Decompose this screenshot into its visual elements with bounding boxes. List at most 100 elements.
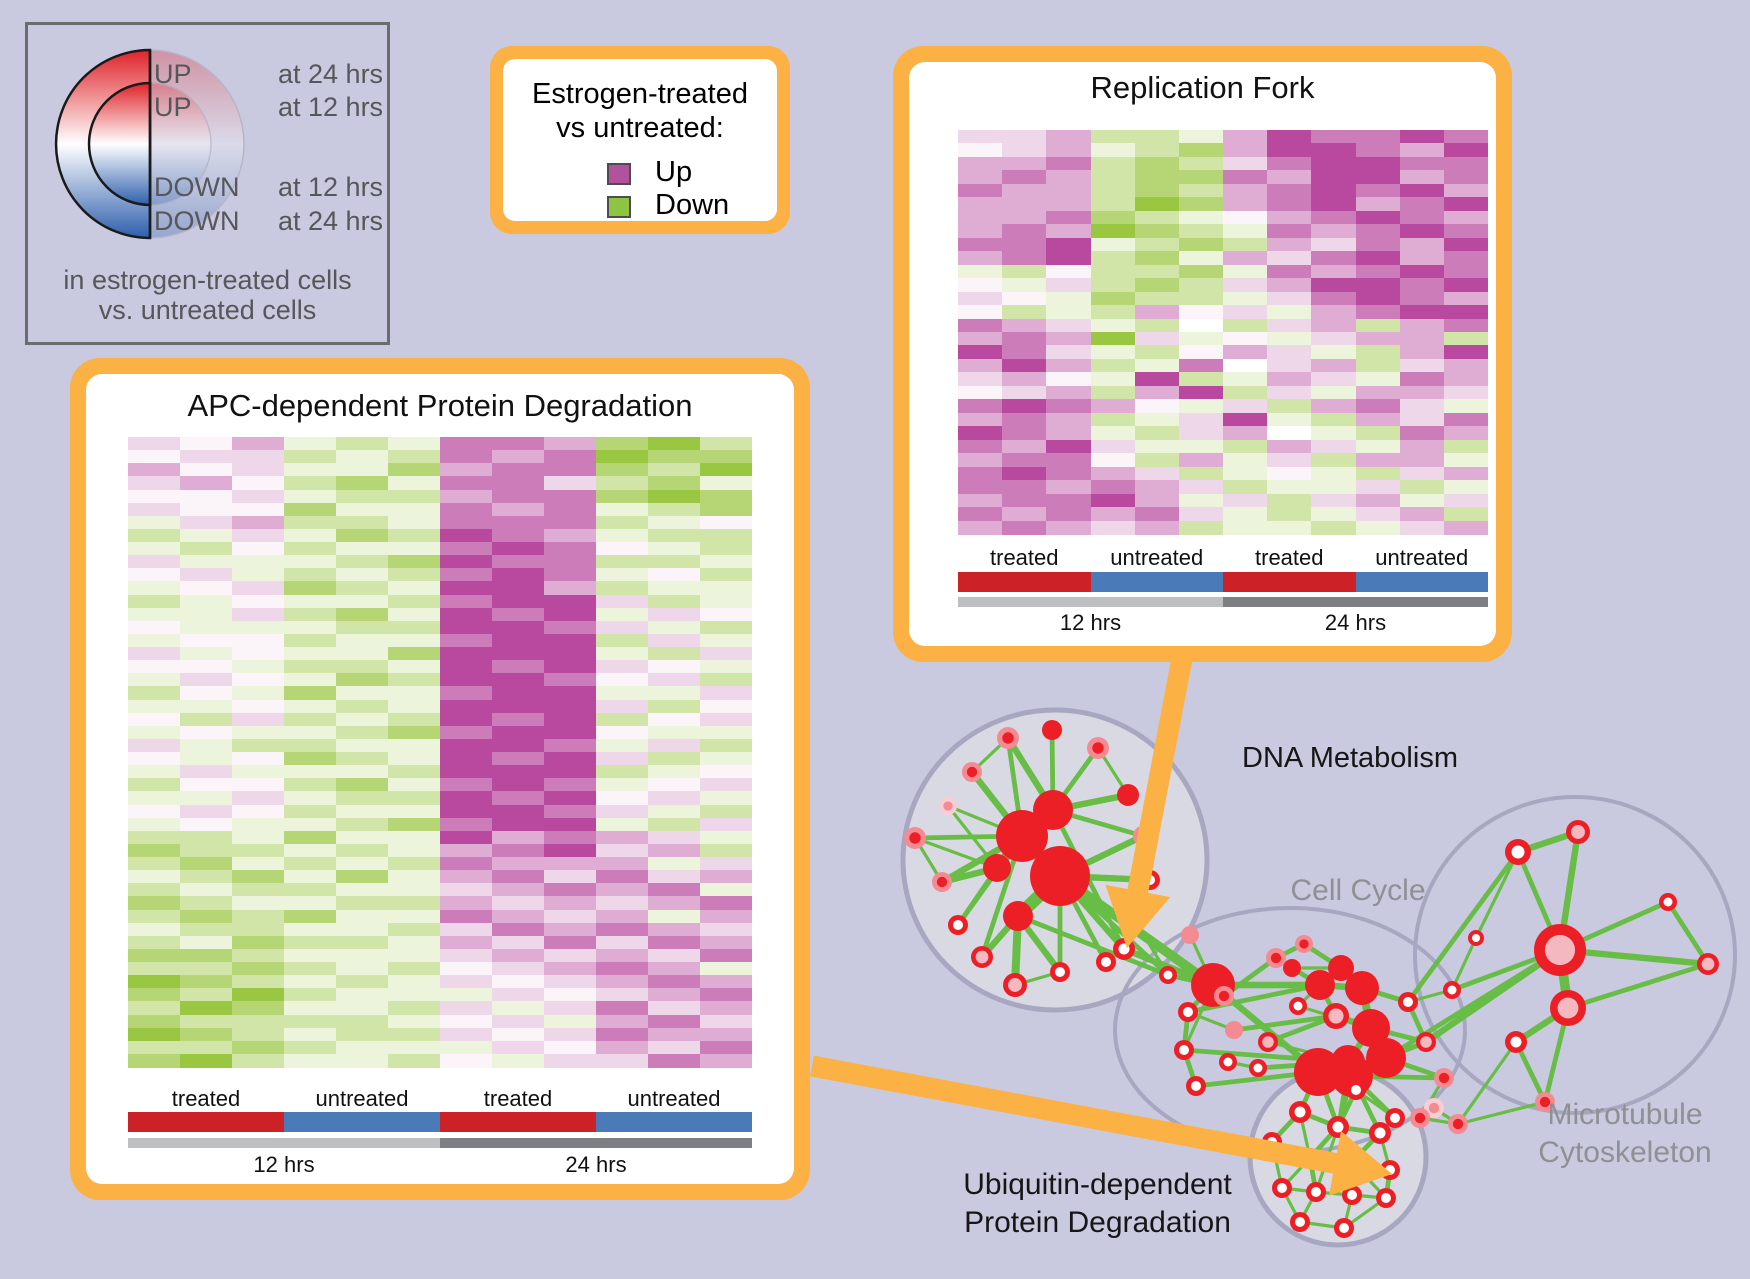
- network-node-red-pink: [1003, 973, 1027, 997]
- heatmap-cell: [388, 437, 440, 451]
- network-node-red-core: [936, 876, 948, 888]
- heatmap-cell: [544, 502, 596, 517]
- heatmap-cell: [700, 935, 752, 950]
- heatmap-cell: [1267, 305, 1312, 320]
- heatmap-cell: [1046, 291, 1091, 306]
- heatmap-cell: [1002, 237, 1047, 252]
- heatmap-row: [958, 170, 1489, 185]
- time-label: 24 hrs: [1324, 610, 1387, 635]
- heatmap-cell: [492, 870, 544, 884]
- heatmap-cell: [1267, 237, 1312, 252]
- heatmap-cell: [492, 738, 544, 753]
- network-edge: [1188, 933, 1215, 987]
- network-edge: [1209, 981, 1322, 1076]
- heatmap-cell: [388, 647, 440, 661]
- network-edge: [1255, 1059, 1351, 1071]
- heatmap-cell: [1443, 170, 1489, 185]
- heatmap-cell: [700, 804, 752, 819]
- network-edge: [1335, 1087, 1359, 1130]
- heatmap-cell: [1267, 480, 1312, 495]
- heatmap-cell: [1311, 197, 1356, 212]
- network-node-pink-core: [975, 950, 989, 964]
- heatmap-cell: [544, 542, 596, 556]
- heatmap-cell: [1046, 480, 1091, 495]
- legend-row-up-24: UP: [154, 59, 192, 90]
- heatmap-cell: [128, 896, 180, 911]
- network-node-pink-core: [1262, 1036, 1274, 1048]
- network-edge: [1273, 941, 1307, 961]
- heatmap-cell: [958, 332, 1003, 347]
- heatmap-row: [128, 883, 752, 897]
- heatmap-cell: [232, 620, 284, 635]
- heatmap-cell: [1178, 318, 1224, 333]
- heatmap-cell: [1046, 170, 1091, 185]
- heatmap-cell: [1443, 385, 1489, 400]
- microtubule-label-line1: Microtubule: [1547, 1098, 1703, 1131]
- treated-bar: [440, 1112, 596, 1132]
- network-edge: [1354, 1088, 1397, 1120]
- heatmap-cell: [440, 542, 492, 556]
- heatmap-cell: [1178, 291, 1224, 306]
- heatmap-cell: [1267, 318, 1312, 333]
- down-swatch: [607, 196, 631, 218]
- heatmap-cell: [700, 791, 752, 806]
- heatmap-cell: [1134, 493, 1179, 508]
- heatmap-cell: [1443, 251, 1489, 266]
- heatmap-cell: [1178, 480, 1224, 495]
- heatmap-cell: [958, 251, 1003, 266]
- heatmap-cell: [128, 922, 180, 937]
- network-edge: [1512, 1004, 1572, 1046]
- heatmap-cell: [440, 843, 492, 858]
- heatmap-cell: [1178, 358, 1224, 373]
- heatmap-cell: [492, 568, 544, 582]
- heatmap-cell: [232, 450, 284, 464]
- heatmap-cell: [180, 437, 232, 451]
- heatmap-cell: [1355, 224, 1400, 239]
- network-node-ring: [1186, 1076, 1206, 1096]
- down-label: Down: [655, 189, 730, 221]
- heatmap-cell: [1002, 318, 1047, 333]
- network-edge: [1181, 1047, 1199, 1089]
- heatmap-cell: [648, 712, 700, 727]
- heatmap-cell: [1355, 251, 1400, 266]
- heatmap-cell: [700, 909, 752, 924]
- network-node-red-core: [1414, 1112, 1426, 1124]
- heatmap-cell: [1311, 453, 1356, 468]
- network-node-ring: [1342, 1185, 1362, 1205]
- heatmap-cell: [284, 922, 336, 937]
- legend-time: at 24 hrs: [278, 206, 384, 236]
- heatmap-cell: [1046, 210, 1091, 225]
- network-node-red: [1366, 1038, 1406, 1078]
- heatmap-cell: [700, 594, 752, 609]
- heatmap-row: [128, 988, 752, 1002]
- heatmap-cell: [1267, 345, 1312, 360]
- network-node-ring-core: [1374, 1127, 1386, 1139]
- heatmap-row: [958, 197, 1489, 212]
- heatmap-cell: [544, 883, 596, 897]
- heatmap-cell: [1223, 439, 1268, 454]
- heatmap-cell: [700, 568, 752, 582]
- heatmap-cell: [1046, 453, 1091, 468]
- heatmap-cell: [440, 948, 492, 963]
- network-edge: [955, 833, 1025, 928]
- heatmap-cell: [1443, 520, 1489, 535]
- heatmap-cell: [1046, 399, 1091, 414]
- heatmap-cell: [180, 738, 232, 753]
- network-node-ring: [1290, 1212, 1310, 1232]
- heatmap-cell: [1355, 399, 1400, 414]
- heatmap-cell: [700, 476, 752, 491]
- heatmap-row: [128, 830, 752, 845]
- heatmap-cell: [284, 752, 336, 766]
- network-node-ring: [1262, 1132, 1282, 1152]
- heatmap-cell: [1399, 170, 1444, 185]
- heatmap-cell: [440, 896, 492, 911]
- heatmap-cell: [128, 463, 180, 477]
- heatmap-cell: [700, 528, 752, 543]
- heatmap-cell: [180, 476, 232, 491]
- network-node-red: [1352, 1009, 1390, 1047]
- heatmap-cell: [596, 607, 648, 622]
- heatmap-cell: [284, 528, 336, 543]
- heatmap-cell: [284, 1001, 336, 1016]
- heatmap-cell: [700, 948, 752, 963]
- heatmap-cell: [544, 450, 596, 464]
